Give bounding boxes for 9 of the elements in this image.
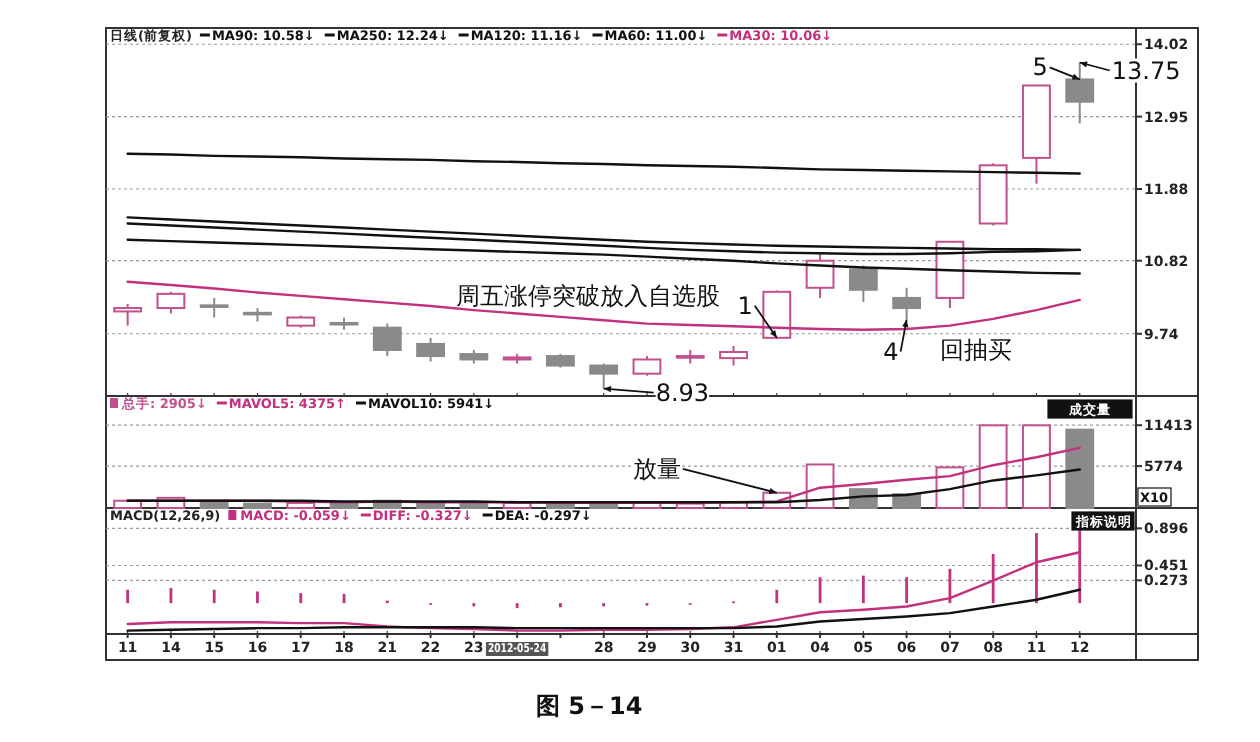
- annotation: 5: [1032, 53, 1048, 82]
- annotation: 1: [737, 291, 753, 320]
- annotation: 周五涨停突破放入自选股: [456, 282, 720, 310]
- annotation: 4: [883, 337, 899, 366]
- annotation: 13.75: [1111, 56, 1181, 85]
- annotation: 回抽买: [940, 336, 1012, 364]
- caption: 图 5－14: [536, 692, 643, 720]
- annotation: 放量: [632, 454, 681, 483]
- annotation: 8.93: [655, 378, 710, 407]
